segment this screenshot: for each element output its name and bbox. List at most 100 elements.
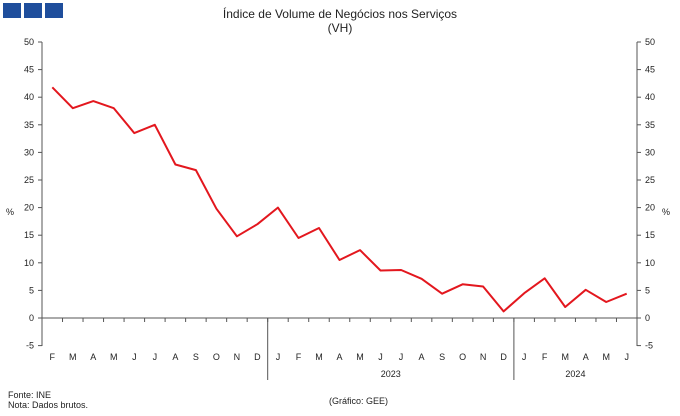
y-tick-label-left: 0 — [29, 313, 34, 323]
series-line — [51, 86, 628, 313]
x-tick-label: J — [624, 352, 629, 362]
y-axis-unit-right: % — [662, 207, 670, 217]
x-tick-label: N — [234, 352, 241, 362]
data-point — [462, 283, 464, 285]
data-point — [154, 124, 156, 126]
data-point — [51, 86, 53, 88]
data-point — [400, 269, 402, 271]
y-tick-label-right: -5 — [645, 341, 653, 351]
y-tick-label-right: 25 — [645, 175, 655, 185]
data-point — [359, 249, 361, 251]
data-note: Nota: Dados brutos. — [8, 400, 89, 410]
source-note: Fonte: INE — [8, 390, 52, 400]
data-point — [256, 223, 258, 225]
x-tick-label: A — [172, 352, 178, 362]
data-point — [195, 169, 197, 171]
y-tick-label-left: 50 — [24, 37, 34, 47]
data-point — [236, 235, 238, 237]
y-tick-label-left: 20 — [24, 203, 34, 213]
y-tick-label-left: 10 — [24, 258, 34, 268]
x-tick-label: J — [522, 352, 527, 362]
chart-subtitle: (VH) — [327, 21, 353, 35]
x-tick-label: F — [50, 352, 56, 362]
x-tick-label: M — [110, 352, 118, 362]
y-tick-label-right: 0 — [645, 313, 650, 323]
y-tick-label-left: 40 — [24, 92, 34, 102]
data-point — [564, 306, 566, 308]
x-tick-label: M — [69, 352, 77, 362]
y-tick-label-left: 25 — [24, 175, 34, 185]
x-tick-label: O — [459, 352, 466, 362]
x-tick-label: M — [315, 352, 323, 362]
axes-layer — [38, 41, 641, 380]
chart-title: Índice de Volume de Negócios nos Serviço… — [222, 7, 458, 21]
y-tick-label-left: 30 — [24, 147, 34, 157]
logo-block — [24, 3, 42, 18]
data-point — [133, 132, 135, 134]
data-point — [113, 107, 115, 109]
x-tick-label: S — [193, 352, 199, 362]
y-tick-label-right: 10 — [645, 258, 655, 268]
data-point — [92, 100, 94, 102]
data-point — [585, 289, 587, 291]
x-tick-label: F — [296, 352, 302, 362]
x-tick-label: F — [542, 352, 548, 362]
data-point — [544, 277, 546, 279]
x-tick-label: J — [378, 352, 383, 362]
x-tick-label: J — [132, 352, 137, 362]
y-tick-label-right: 30 — [645, 147, 655, 157]
x-tick-label: M — [356, 352, 364, 362]
x-tick-label: D — [254, 352, 261, 362]
data-point — [626, 293, 628, 295]
x-tick-label: O — [213, 352, 220, 362]
data-point — [605, 301, 607, 303]
x-tick-label: A — [419, 352, 425, 362]
y-axis-unit-left: % — [6, 207, 14, 217]
x-tick-label: A — [336, 352, 342, 362]
x-tick-label: J — [276, 352, 281, 362]
y-tick-label-left: 5 — [29, 285, 34, 295]
x-tick-label: N — [480, 352, 487, 362]
chart-credit: (Gráfico: GEE) — [329, 396, 389, 406]
logo-block — [3, 3, 21, 18]
series-layer — [51, 86, 628, 313]
x-tick-label: J — [153, 352, 158, 362]
y-tick-label-left: 45 — [24, 65, 34, 75]
x-tick-label: A — [583, 352, 589, 362]
y-tick-label-left: 35 — [24, 120, 34, 130]
x-tick-label: D — [500, 352, 507, 362]
y-tick-label-right: 5 — [645, 285, 650, 295]
y-tick-label-left: -5 — [26, 341, 34, 351]
y-tick-label-right: 40 — [645, 92, 655, 102]
y-tick-label-right: 35 — [645, 120, 655, 130]
year-label: 2023 — [381, 369, 401, 379]
data-point — [72, 107, 74, 109]
data-point — [297, 237, 299, 239]
y-tick-label-right: 50 — [645, 37, 655, 47]
data-point — [318, 227, 320, 229]
data-point — [503, 310, 505, 312]
x-tick-label: A — [90, 352, 96, 362]
y-tick-label-right: 20 — [645, 203, 655, 213]
year-label: 2024 — [565, 369, 585, 379]
data-point — [482, 286, 484, 288]
y-tick-label-right: 45 — [645, 65, 655, 75]
data-point — [523, 292, 525, 294]
data-point — [215, 208, 217, 210]
data-point — [421, 278, 423, 280]
x-tick-label: M — [602, 352, 610, 362]
chart-title-block: Índice de Volume de Negócios nos Serviço… — [0, 7, 680, 35]
data-point — [277, 207, 279, 209]
data-point — [441, 293, 443, 295]
logo-block — [45, 3, 63, 18]
footer-notes: Fonte: INE Nota: Dados brutos. — [8, 390, 88, 410]
y-tick-label-left: 15 — [24, 230, 34, 240]
data-point — [380, 270, 382, 272]
y-tick-label-right: 15 — [645, 230, 655, 240]
labels-layer: -5 -5 0 0 5 5 10 10 15 15 20 20 25 25 30 30 35 35 40 40 45 45… — [6, 37, 670, 379]
data-point — [339, 259, 341, 261]
logo — [3, 3, 63, 18]
data-point — [174, 164, 176, 166]
x-tick-label: M — [561, 352, 569, 362]
